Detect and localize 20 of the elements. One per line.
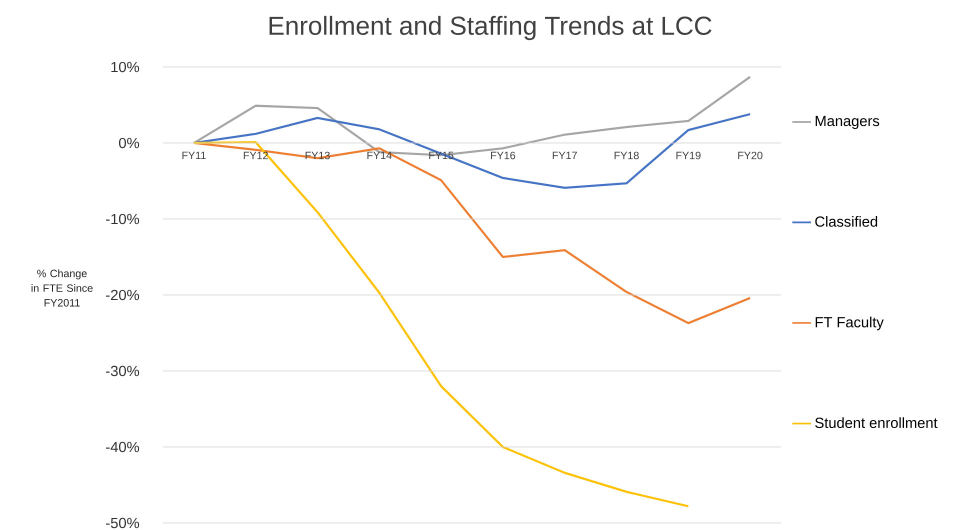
legend-label: Classified (815, 216, 878, 227)
x-tick-label: FY14 (367, 152, 392, 160)
y-tick-label: 10% (111, 62, 140, 72)
x-tick-label: FY19 (676, 152, 701, 160)
legend-label: Student enrollment (815, 417, 938, 428)
x-tick-label: FY20 (738, 152, 762, 160)
y-tick-label: -20% (106, 290, 140, 300)
y-tick-label: -30% (106, 366, 140, 376)
chart-title: Enrollment and Staffing Trends at LCC (270, 16, 712, 40)
x-tick-label: FY17 (552, 152, 577, 160)
y-tick-label: -40% (106, 442, 140, 452)
y-axis-title: % Change in FTE Since FY2011 (32, 269, 93, 307)
x-tick-label: FY18 (614, 152, 639, 160)
y-tick-label: -10% (106, 214, 140, 224)
y-tick-label: 0% (118, 138, 140, 148)
x-tick-label: FY11 (182, 152, 206, 160)
legend-label: FT Faculty (816, 316, 884, 330)
legend-label: Managers (816, 116, 880, 130)
x-tick-label: FY16 (491, 152, 516, 160)
y-tick-label: -50% (106, 518, 140, 528)
